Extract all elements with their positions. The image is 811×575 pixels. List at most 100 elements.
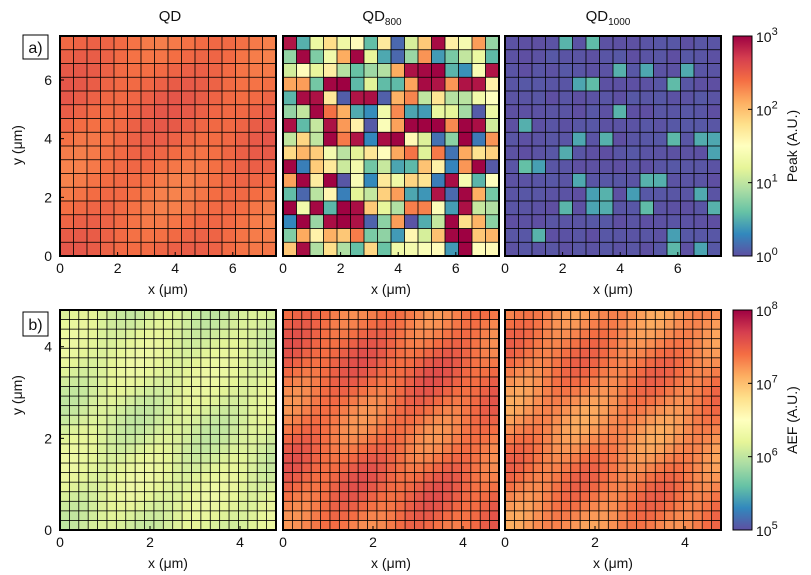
heatmap-cell xyxy=(348,395,359,407)
heatmap-cell xyxy=(523,357,534,369)
heatmap-cell xyxy=(579,491,591,503)
heatmap-cell xyxy=(414,424,425,436)
heatmap-cell xyxy=(377,76,392,92)
heatmap-cell xyxy=(291,395,303,407)
heatmap-cell xyxy=(390,63,406,78)
heatmap-cell xyxy=(513,500,525,512)
heatmap-cell xyxy=(451,376,463,388)
heatmap-cell xyxy=(262,35,277,51)
heatmap-cell xyxy=(458,76,473,92)
heatmap-cell xyxy=(78,395,89,407)
heatmap-cell xyxy=(707,90,722,106)
heatmap-cell xyxy=(291,376,303,388)
heatmap-cell xyxy=(470,395,481,407)
heatmap-cell xyxy=(560,510,572,522)
heatmap-cell xyxy=(626,395,638,407)
heatmap-cell xyxy=(518,49,533,65)
heatmap-cell xyxy=(247,414,258,426)
heatmap-cell xyxy=(404,376,416,388)
heatmap-cell xyxy=(329,481,341,493)
heatmap-cell xyxy=(329,319,341,330)
heatmap-cell xyxy=(228,366,240,378)
heatmap-cell xyxy=(423,376,434,388)
heatmap-cell xyxy=(654,338,666,349)
heatmap-cell xyxy=(654,481,666,493)
heatmap-cell xyxy=(191,472,202,483)
heatmap-cell xyxy=(282,63,298,78)
heatmap-cell xyxy=(395,481,406,493)
heatmap-cell xyxy=(235,200,250,216)
heatmap-cell xyxy=(558,214,574,230)
heatmap-cell xyxy=(309,214,325,230)
heatmap-cell xyxy=(470,472,481,483)
heatmap-cell xyxy=(504,491,516,503)
heatmap-cell xyxy=(113,90,129,106)
heatmap-cell xyxy=(395,472,406,483)
heatmap-cell xyxy=(238,472,249,483)
heatmap-cell xyxy=(579,500,591,512)
heatmap-cell xyxy=(707,241,722,257)
heatmap-cell xyxy=(167,145,183,161)
heatmap-cell xyxy=(323,214,338,230)
heatmap-cell xyxy=(329,414,341,426)
heatmap-cell xyxy=(432,376,444,388)
heatmap-cell xyxy=(78,328,89,340)
heatmap-cell xyxy=(532,462,544,474)
heatmap-cell xyxy=(683,309,694,321)
heatmap-cell xyxy=(589,405,600,416)
x-tick-label: 6 xyxy=(452,260,460,276)
heatmap-cell xyxy=(470,357,481,369)
heatmap-cell xyxy=(636,347,647,359)
heatmap-cell xyxy=(309,76,325,92)
heatmap-cell xyxy=(221,200,237,216)
heatmap-cell xyxy=(707,104,722,120)
colorbar-tick-base: 10 xyxy=(756,29,772,45)
heatmap-cell xyxy=(106,443,118,455)
heatmap-cell xyxy=(282,520,294,531)
heatmap-cell xyxy=(320,405,331,416)
heatmap-cell xyxy=(570,453,581,464)
y-tick-label: 4 xyxy=(44,131,52,147)
heatmap-cell xyxy=(350,63,365,78)
heatmap-cell xyxy=(570,481,581,493)
heatmap-cell xyxy=(558,63,574,78)
heatmap-cell xyxy=(585,76,601,92)
heatmap-cell xyxy=(579,453,591,464)
heatmap-cell xyxy=(68,443,80,455)
heatmap-cell xyxy=(485,104,500,120)
heatmap-cell xyxy=(59,145,75,161)
heatmap-cell xyxy=(115,472,127,483)
heatmap-cell xyxy=(545,214,560,230)
heatmap-cell xyxy=(395,500,406,512)
heatmap-cell xyxy=(329,405,341,416)
heatmap-cell xyxy=(523,386,534,397)
heatmap-cell xyxy=(636,395,647,407)
heatmap-cell xyxy=(645,319,656,330)
heatmap-cell xyxy=(692,500,703,512)
heatmap-cell xyxy=(636,443,647,455)
heatmap-cell xyxy=(357,357,369,369)
heatmap-cell xyxy=(470,510,481,522)
heatmap-cell xyxy=(617,453,628,464)
heatmap-cell xyxy=(291,424,303,436)
heatmap-cell xyxy=(579,395,591,407)
heatmap-cell xyxy=(585,228,601,243)
heatmap-cell xyxy=(461,481,472,493)
heatmap-cell xyxy=(666,104,682,120)
heatmap-cell xyxy=(309,200,325,216)
heatmap-cell xyxy=(309,131,325,147)
heatmap-cell xyxy=(518,104,533,120)
heatmap-cell xyxy=(560,424,572,436)
heatmap-cell xyxy=(153,347,165,359)
heatmap-cell xyxy=(291,453,303,464)
heatmap-cell xyxy=(309,145,325,161)
heatmap-cell xyxy=(666,90,682,106)
heatmap-cell xyxy=(532,433,544,445)
heatmap-cell xyxy=(617,491,628,503)
heatmap-cell xyxy=(711,386,722,397)
heatmap-cell xyxy=(301,424,312,436)
heatmap-cell xyxy=(221,118,237,133)
heatmap-cell xyxy=(626,500,638,512)
heatmap-cell xyxy=(200,443,211,455)
heatmap-cell xyxy=(357,366,369,378)
